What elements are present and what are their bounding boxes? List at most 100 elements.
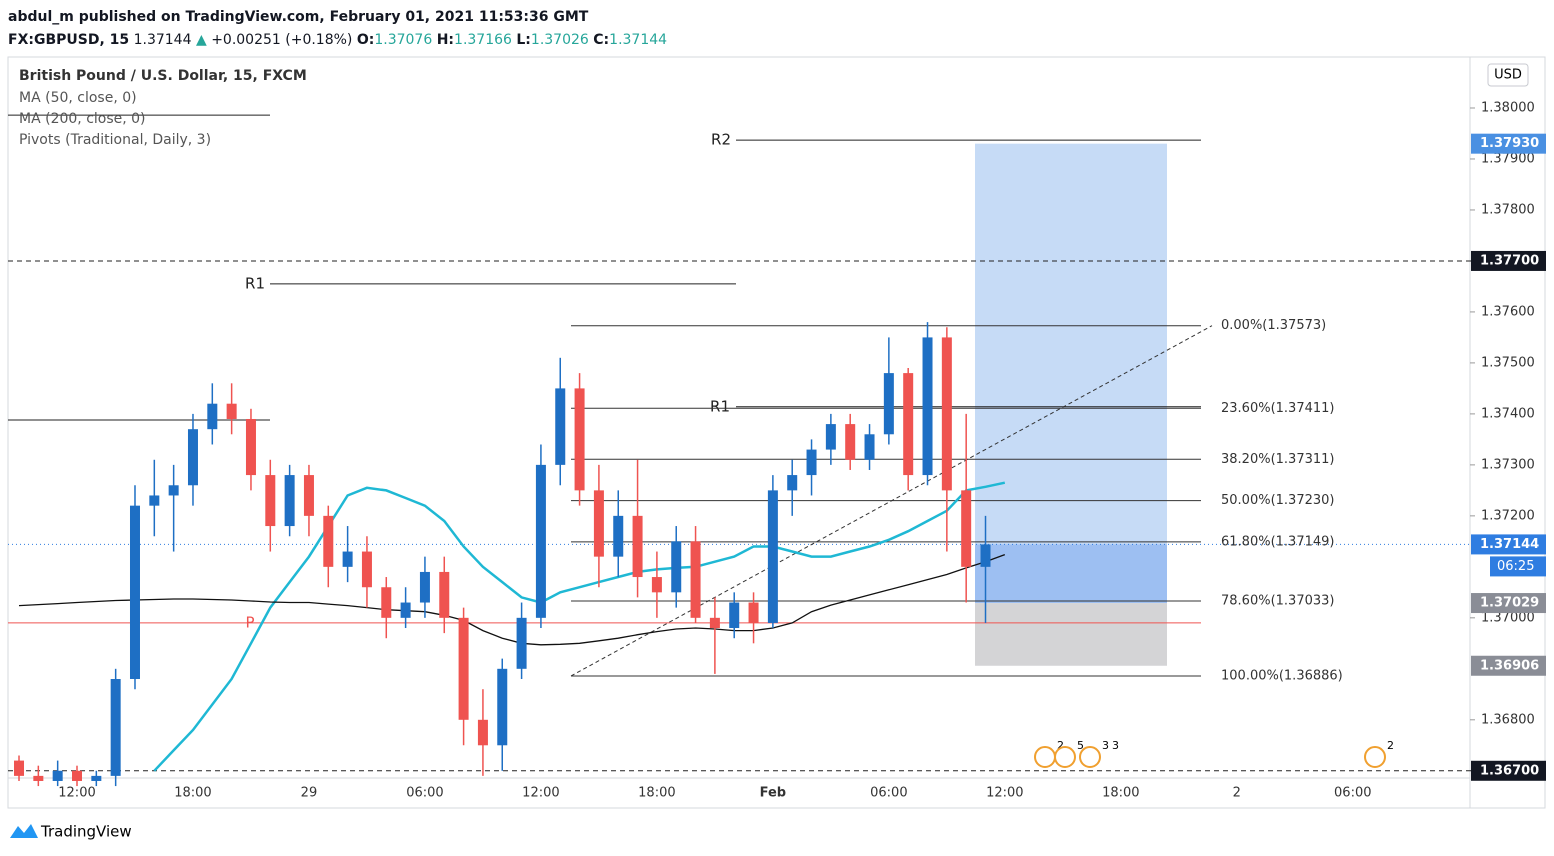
symbol: FX:GBPUSD, 15: [8, 32, 130, 48]
y-tick-label: 1.37800: [1481, 202, 1535, 217]
x-tick-label: 18:00: [174, 786, 211, 801]
event-icon: [1034, 746, 1056, 768]
moving-average: [18, 553, 1006, 646]
candle-body: [825, 424, 836, 450]
candle-body: [342, 551, 353, 567]
candle-body: [110, 679, 121, 776]
candle-body: [226, 403, 237, 419]
y-tick-label: 1.36800: [1481, 712, 1535, 727]
pivot-label: P: [245, 613, 254, 631]
candle-body: [323, 515, 334, 567]
byline-text: abdul_m published on TradingView.com, Fe…: [8, 9, 589, 25]
h-label: H:: [436, 32, 455, 48]
y-tick-label: 1.37300: [1481, 457, 1535, 472]
candle-body: [729, 602, 740, 629]
y-tick-label: 1.37400: [1481, 406, 1535, 421]
candle-body: [709, 617, 720, 629]
candle-body: [303, 475, 314, 516]
candle-body: [168, 485, 179, 496]
candle-body: [497, 668, 508, 746]
price-tag-label: 1.37144: [1480, 537, 1539, 552]
price-tag-label: 1.36700: [1480, 763, 1539, 778]
candle-body: [690, 541, 701, 618]
x-tick-label: 18:00: [638, 786, 675, 801]
y-tick-label: 1.38000: [1481, 100, 1535, 115]
candle-body: [265, 475, 276, 527]
x-tick-label: 06:00: [1334, 786, 1371, 801]
logo: [10, 824, 38, 838]
h-value: 1.37166: [454, 32, 512, 48]
currency-label: USD: [1494, 68, 1522, 83]
price-tag-label: 1.37029: [1480, 596, 1539, 611]
candle-body: [535, 464, 546, 618]
event-icon: [1054, 746, 1076, 768]
target-zone: [975, 143, 1167, 604]
event-icon: [1364, 746, 1386, 768]
byline: abdul_m published on TradingView.com, Fe…: [8, 6, 667, 29]
candle-body: [767, 490, 778, 623]
countdown: 06:25: [1497, 559, 1534, 574]
moving-average: [153, 481, 1006, 772]
candle-body: [922, 337, 933, 476]
candle-body: [903, 373, 914, 476]
currency-button[interactable]: [1487, 63, 1529, 87]
pivot-label: R1: [710, 397, 730, 415]
arrow: ▲: [195, 32, 207, 48]
candle-body: [941, 337, 952, 491]
candle-body: [651, 577, 662, 593]
candle-body: [845, 424, 856, 460]
price-tag-label: 1.37930: [1480, 136, 1539, 151]
candle-body: [129, 505, 140, 680]
x-tick-label: 06:00: [406, 786, 443, 801]
x-tick-label: 18:00: [1102, 786, 1139, 801]
candle-body: [516, 617, 527, 669]
event-count: 3: [1112, 739, 1119, 752]
y-tick-label: 1.37200: [1481, 508, 1535, 523]
price-tag: [1471, 133, 1546, 154]
y-tick-label: 1.37900: [1481, 151, 1535, 166]
x-tick-label: 2: [1233, 786, 1241, 801]
fib-label: 78.60%(1.37033): [1221, 594, 1334, 609]
event-count: 3: [1102, 739, 1109, 752]
candle-body: [593, 490, 604, 557]
candle-body: [883, 373, 894, 435]
indicator-label: Pivots (Traditional, Daily, 3): [19, 132, 211, 148]
candle-body: [458, 617, 469, 720]
brand: TradingView: [40, 823, 132, 841]
candle-body: [284, 475, 295, 527]
candle-body: [613, 515, 624, 557]
x-tick-label: 06:00: [870, 786, 907, 801]
fib-label: 100.00%(1.36886): [1221, 668, 1343, 683]
price-tag: [1471, 534, 1546, 555]
indicator-label: MA (50, close, 0): [19, 90, 137, 106]
candle-body: [245, 418, 256, 476]
fib-label: 50.00%(1.37230): [1221, 493, 1334, 508]
candle-body: [864, 434, 875, 460]
change: +0.00251 (+0.18%): [211, 32, 353, 48]
candle-body: [671, 541, 682, 593]
open-profit-zone: [975, 544, 1167, 604]
stop-zone: [975, 603, 1167, 666]
price-tag: [1471, 760, 1546, 781]
price-tag-label: 1.37700: [1480, 253, 1539, 268]
candle-body: [632, 515, 643, 578]
candle-body: [187, 429, 198, 486]
price-tag: [1471, 250, 1546, 271]
fib-label: 0.00%(1.37573): [1221, 318, 1326, 333]
candle-body: [33, 775, 44, 781]
chart-title: British Pound / U.S. Dollar, 15, FXCM: [19, 68, 307, 84]
event-count: 5: [1077, 739, 1084, 752]
candle-body: [555, 388, 566, 465]
candle-body: [806, 449, 817, 476]
candle-body: [14, 760, 25, 776]
quote-line: FX:GBPUSD, 15 1.37144 ▲ +0.00251 (+0.18%…: [8, 29, 667, 52]
candle-body: [419, 571, 430, 603]
candle-body: [149, 495, 160, 506]
o-label: O:: [356, 32, 375, 48]
candle-body: [361, 551, 372, 588]
candle-body: [207, 403, 218, 430]
price-tag: [1471, 655, 1546, 676]
fib-label: 61.80%(1.37149): [1221, 534, 1334, 549]
event-icon: [1079, 746, 1101, 768]
x-tick-label: 12:00: [522, 786, 559, 801]
